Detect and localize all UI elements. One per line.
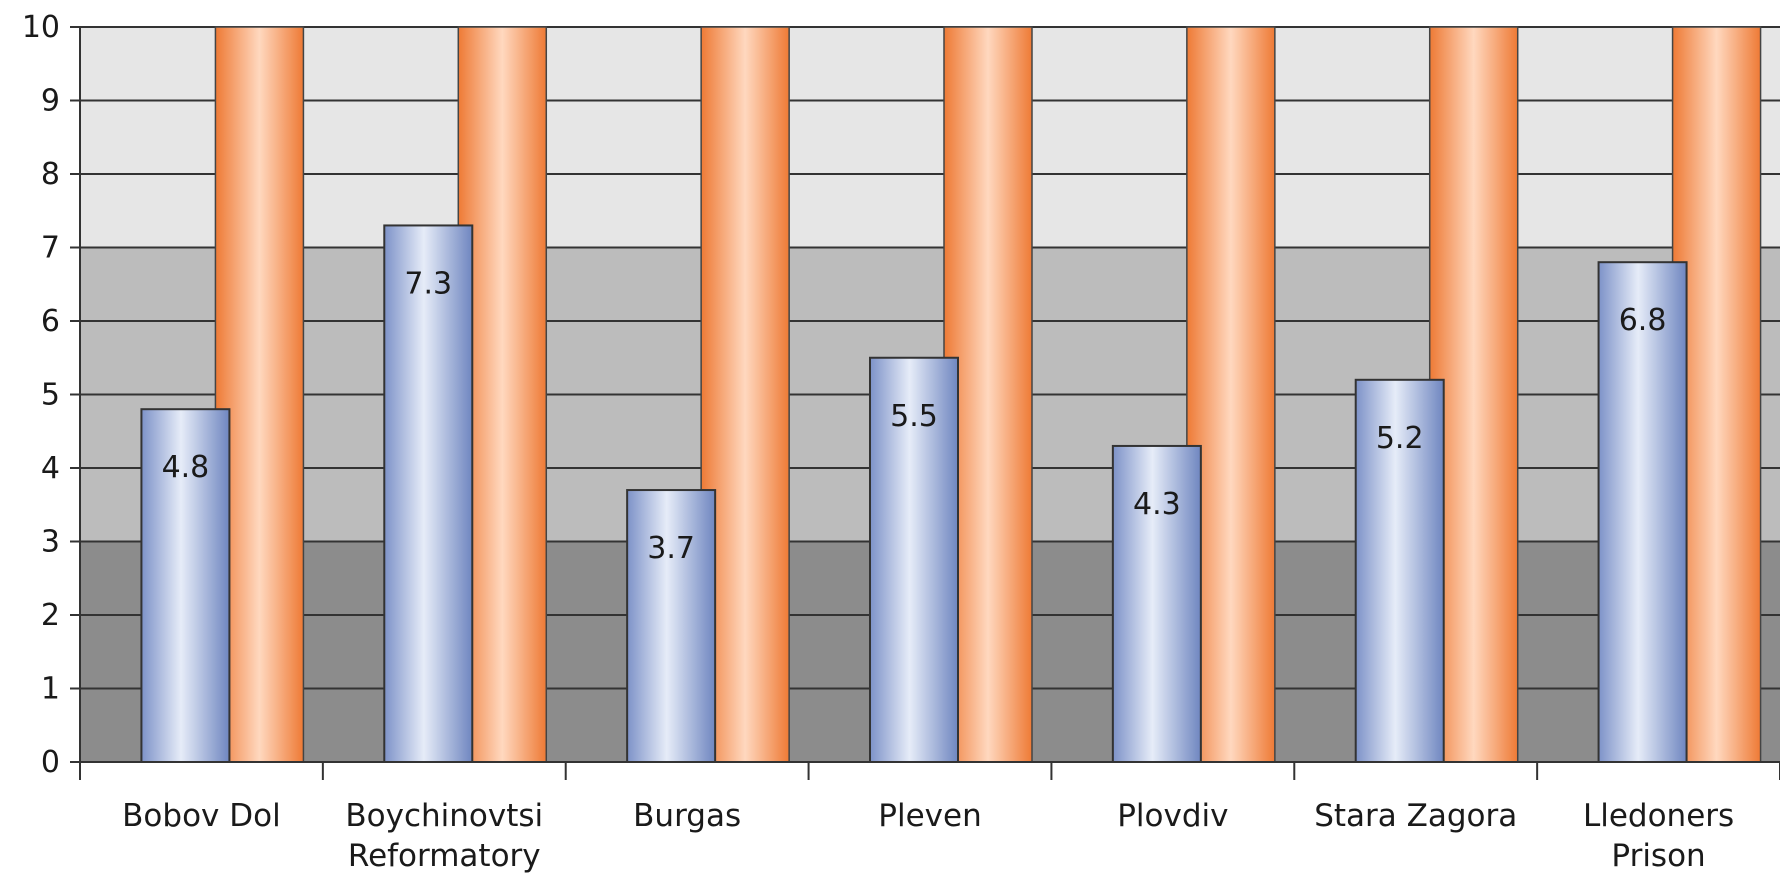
data-label: 5.2 xyxy=(1376,421,1424,456)
bar-blue xyxy=(1354,378,1445,763)
data-label: 3.7 xyxy=(647,531,695,566)
data-label: 6.8 xyxy=(1619,303,1667,338)
data-label: 5.5 xyxy=(890,399,938,434)
x-category-label-line: Reformatory xyxy=(348,838,541,874)
x-category-label: Pleven xyxy=(878,798,981,834)
x-category-label-line: Stara Zagora xyxy=(1314,798,1517,834)
x-category-label: Lledoners Prison xyxy=(1583,798,1734,874)
bar-blue xyxy=(383,224,474,763)
y-tick-label: 1 xyxy=(41,672,60,707)
x-category-label: Bobov Dol xyxy=(122,798,281,834)
axes xyxy=(70,26,1780,780)
y-tick-label: 5 xyxy=(41,378,60,413)
y-tick-label: 7 xyxy=(41,231,60,266)
y-tick-label: 9 xyxy=(41,84,60,119)
x-category-label-line: Lledoners xyxy=(1583,798,1734,834)
bar-blue xyxy=(1111,444,1202,763)
x-category-label-line: Pleven xyxy=(878,798,981,834)
x-category-label-line: Plovdiv xyxy=(1117,798,1228,834)
background-band xyxy=(80,27,1780,248)
y-tick-label: 8 xyxy=(41,157,60,192)
data-label: 4.8 xyxy=(162,450,210,485)
x-category-label: Burgas xyxy=(633,798,741,834)
x-category-label-line: Burgas xyxy=(633,798,741,834)
y-tick-label: 0 xyxy=(41,745,60,780)
y-tick-label: 2 xyxy=(41,598,60,633)
x-category-label-line: Boychinovtsi xyxy=(345,798,543,834)
x-category-label: Boychinovtsi Reformatory xyxy=(345,798,543,874)
y-tick-label: 10 xyxy=(22,10,60,45)
labels: 0 1 2 3 4 5 6 7 8 9 10 4.8 Bobov Dol 7.3 Boychinovtsi R… xyxy=(22,10,1734,874)
x-category-label: Plovdiv xyxy=(1117,798,1228,834)
bar-blue xyxy=(140,408,231,763)
x-category-label-line: Prison xyxy=(1611,838,1705,874)
x-category-label: Stara Zagora xyxy=(1314,798,1517,834)
y-tick-label: 3 xyxy=(41,525,60,560)
data-label: 7.3 xyxy=(404,266,452,301)
y-tick-label: 4 xyxy=(41,451,60,486)
x-category-label-line: Bobov Dol xyxy=(122,798,281,834)
bars xyxy=(140,26,1762,763)
data-label: 4.3 xyxy=(1133,487,1181,522)
bar-blue xyxy=(1597,261,1688,763)
bar-blue xyxy=(869,356,959,763)
y-tick-label: 6 xyxy=(41,304,60,339)
